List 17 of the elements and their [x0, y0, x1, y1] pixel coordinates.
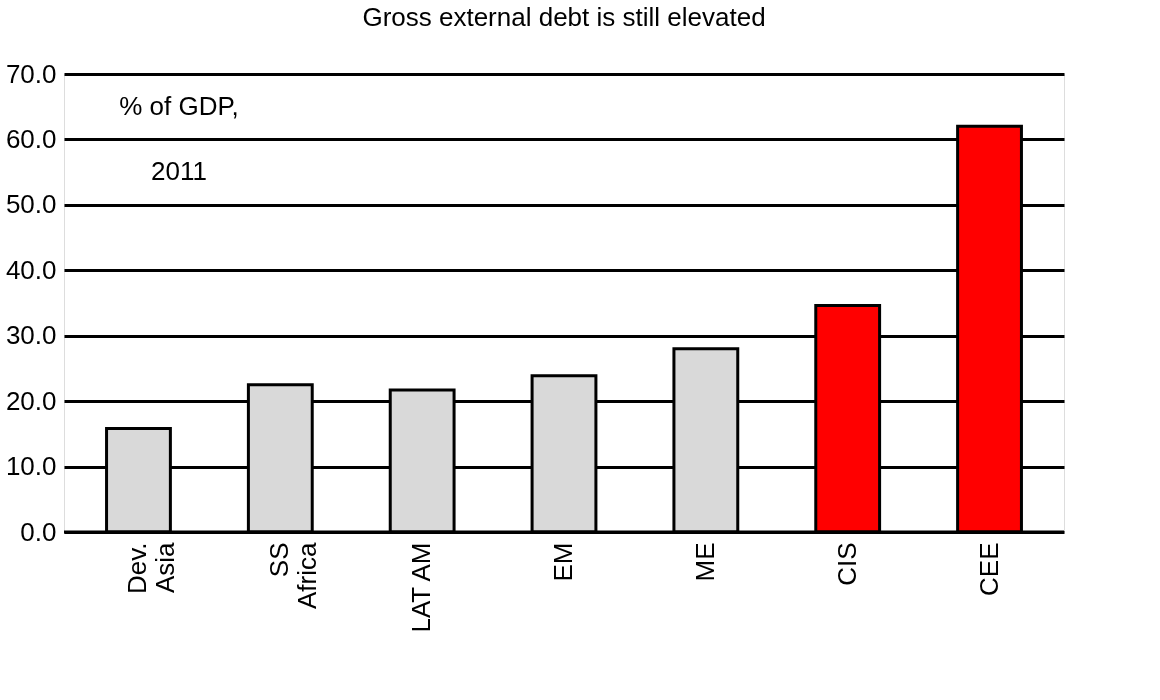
y-tick-label: 10.0	[5, 451, 57, 482]
y-tick-label: 60.0	[5, 123, 57, 154]
x-tick-label: CIS	[831, 542, 862, 586]
x-tick-label: CEE	[973, 542, 1004, 596]
y-tick-label: 50.0	[5, 189, 57, 220]
y-tick-label: 20.0	[5, 385, 57, 416]
x-tick-label: Dev. Asia	[122, 541, 181, 595]
x-tick-label: SS Africa	[264, 541, 323, 609]
x-tick-label: LAT AM	[406, 542, 437, 633]
y-tick-label: 0.0	[20, 516, 57, 547]
text: % of GDP, 2011	[119, 90, 239, 187]
y-tick-label: 40.0	[5, 254, 57, 285]
chart-title: Gross external debt is still elevated	[362, 2, 766, 32]
x-tick-label: EM	[548, 542, 578, 582]
y-tick-label: 30.0	[5, 320, 57, 351]
y-tick-label: 70.0	[5, 58, 57, 89]
x-tick-label: ME	[689, 542, 720, 582]
